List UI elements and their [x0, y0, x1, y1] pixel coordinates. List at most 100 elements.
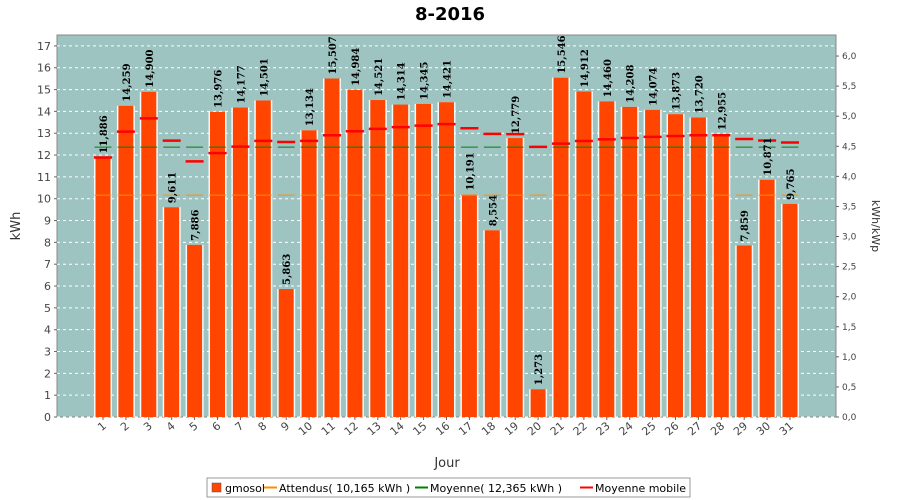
x-tick-label: 12	[342, 419, 361, 438]
y-tick-label: 9	[44, 215, 51, 228]
y-tick-label: 3	[44, 346, 51, 359]
y2-tick-label: 4,5	[842, 142, 856, 152]
bar-day-5	[187, 244, 203, 417]
data-label: 14,177	[236, 65, 247, 103]
x-tick-label: 5	[187, 419, 201, 433]
bar-day-7	[232, 107, 248, 417]
data-label: 11,886	[99, 115, 110, 153]
data-label: 13,976	[214, 70, 225, 108]
data-label: 14,460	[603, 59, 614, 97]
x-tick-label: 23	[594, 419, 613, 438]
x-tick-label: 15	[410, 419, 429, 438]
y2-tick-label: 1,5	[842, 323, 856, 333]
y-tick-label: 11	[37, 171, 51, 184]
bar-day-19	[507, 138, 523, 418]
x-tick-label: 7	[233, 419, 247, 433]
y-tick-label: 4	[44, 324, 51, 337]
bar-day-3	[141, 91, 157, 418]
x-tick-label: 1	[95, 419, 109, 433]
y-tick-label: 16	[37, 62, 51, 75]
data-label: 13,134	[305, 88, 316, 126]
y2-axis: 0,0 0,5 1,0 1,5 2,0 2,5 3,0 3,5 4,0 4,5 5,0 5,5 6,0	[836, 52, 857, 423]
data-label: 14,208	[626, 65, 637, 103]
x-tick-label: 16	[433, 419, 452, 438]
data-label: 14,074	[649, 67, 660, 105]
x-tick-label: 3	[141, 419, 155, 433]
bar-day-4	[164, 207, 180, 417]
bar-day-17	[461, 194, 477, 417]
data-labels: 11,886 14,259 14,900 9,611 7,886 13,976 14,177…	[99, 35, 797, 385]
bar-day-29	[736, 245, 752, 417]
y-tick-label: 14	[37, 105, 51, 118]
y-tick-label: 5	[44, 302, 51, 315]
data-label: 8,554	[488, 195, 499, 226]
bar-day-15	[416, 103, 432, 417]
legend-label: Moyenne mobile	[595, 482, 686, 495]
bar-day-11	[324, 78, 340, 418]
legend-label: gmosol	[225, 482, 265, 495]
x-tick-label: 10	[296, 419, 315, 438]
y-tick-label: 13	[37, 127, 51, 140]
data-label: 14,900	[145, 49, 156, 87]
y-tick-label: 7	[44, 258, 51, 271]
x-tick-label: 20	[525, 419, 544, 438]
x-tick-label: 25	[639, 419, 658, 438]
x-tick-label: 9	[278, 419, 292, 433]
data-label: 14,521	[374, 58, 385, 96]
x-tick-label: 26	[662, 419, 681, 438]
bar-day-2	[118, 105, 134, 417]
data-label: 12,779	[511, 96, 522, 134]
y2-tick-label: 5,0	[842, 112, 857, 122]
data-label: 13,873	[672, 72, 683, 110]
data-label: 9,611	[168, 172, 179, 203]
y2-tick-label: 2,0	[842, 293, 857, 303]
legend-label: Moyenne( 12,365 kWh )	[430, 482, 562, 495]
y-tick-label: 6	[44, 280, 51, 293]
y2-tick-label: 4,0	[842, 172, 857, 182]
bar-day-31	[782, 203, 798, 417]
x-tick-label: 24	[617, 419, 636, 438]
data-label: 12,955	[717, 92, 728, 130]
y-axis-label: kWh	[9, 212, 24, 241]
data-label: 7,859	[740, 210, 751, 241]
y-tick-label: 17	[37, 40, 51, 53]
x-tick-label: 2	[118, 419, 132, 433]
x-tick-label: 17	[456, 419, 475, 438]
y-tick-label: 15	[37, 84, 51, 97]
x-tick-label: 29	[731, 419, 750, 438]
y2-axis-label: kWh/kWp	[869, 200, 882, 252]
y2-tick-label: 2,5	[842, 263, 856, 273]
y2-tick-label: 0,5	[842, 383, 856, 393]
data-label: 13,720	[694, 75, 705, 113]
x-tick-label: 11	[319, 419, 338, 438]
bar-day-16	[439, 102, 454, 417]
x-axis-label: Jour	[433, 456, 460, 471]
data-label: 9,765	[786, 168, 797, 199]
y2-tick-label: 5,5	[842, 82, 856, 92]
data-label: 14,984	[351, 48, 362, 86]
data-label: 15,507	[328, 36, 339, 74]
x-tick-label: 28	[708, 419, 727, 438]
bars	[94, 77, 799, 418]
y2-tick-label: 0,0	[842, 413, 857, 423]
data-label: 10,871	[763, 137, 774, 175]
x-tick-label: 19	[502, 419, 521, 438]
y2-tick-label: 3,0	[842, 233, 857, 243]
bar-day-24	[622, 106, 638, 418]
y-tick-label: 10	[37, 193, 51, 206]
x-tick-label: 30	[754, 419, 773, 438]
bar-day-14	[393, 104, 409, 417]
legend-box	[206, 477, 691, 498]
bar-day-10	[301, 130, 317, 418]
data-label: 1,273	[534, 354, 545, 385]
data-label: 14,314	[397, 62, 408, 100]
data-label: 14,345	[420, 62, 431, 100]
data-label: 15,546	[557, 35, 568, 73]
x-tick-label: 14	[388, 419, 407, 438]
x-tick-label: 6	[210, 419, 224, 433]
bar-day-25	[645, 109, 661, 418]
data-label: 14,421	[443, 60, 454, 98]
data-label: 14,912	[580, 49, 591, 87]
bar-day-23	[599, 101, 615, 417]
bar-day-22	[576, 91, 592, 417]
